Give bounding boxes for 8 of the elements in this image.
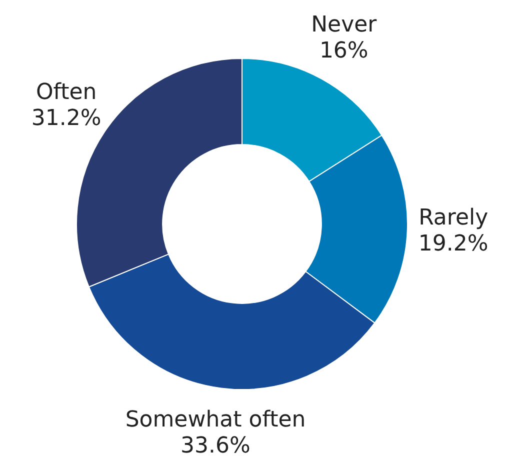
data-label: 31.2% [31,106,102,131]
slice-label: Never [311,12,378,38]
slice-label: Somewhat often [125,408,306,433]
slice-label: Often [36,80,97,105]
data-label: 19.2% [418,232,488,257]
data-label: 33.6% [180,434,250,456]
slice-label: Rarely [418,206,488,231]
data-label: 16% [319,38,368,64]
